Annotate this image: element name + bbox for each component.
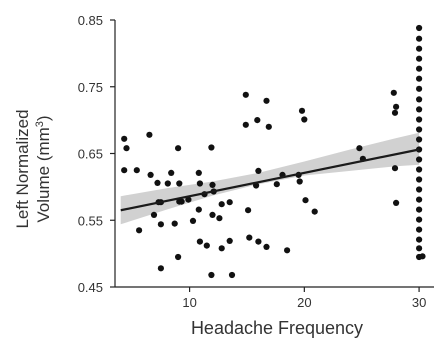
data-point-37 <box>227 238 233 244</box>
y-axis-title-line2: Volume (mm3) <box>34 115 53 222</box>
data-point-85 <box>416 207 422 213</box>
data-point-20 <box>175 254 181 260</box>
data-point-49 <box>266 124 272 130</box>
data-point-25 <box>196 207 202 213</box>
data-point-22 <box>190 218 196 224</box>
data-point-40 <box>243 92 249 98</box>
y-tick-label: 0.45 <box>78 280 103 295</box>
data-point-72 <box>416 76 422 82</box>
data-point-26 <box>197 239 203 245</box>
data-point-58 <box>302 197 308 203</box>
data-point-4 <box>136 227 142 233</box>
data-point-69 <box>416 46 422 52</box>
y-axis-title-close: ) <box>34 115 53 121</box>
data-point-59 <box>312 209 318 215</box>
data-point-51 <box>274 181 280 187</box>
x-tick-label: 30 <box>412 295 426 310</box>
x-tick-label: 20 <box>297 295 311 310</box>
data-point-63 <box>393 104 399 110</box>
data-point-60 <box>356 145 362 151</box>
data-point-17 <box>176 180 182 186</box>
x-axis-title: Headache Frequency <box>191 318 363 338</box>
data-point-23 <box>196 170 202 176</box>
data-point-3 <box>134 167 140 173</box>
data-point-87 <box>416 227 422 233</box>
data-point-44 <box>254 117 260 123</box>
data-point-19 <box>179 199 185 205</box>
data-point-42 <box>245 207 251 213</box>
data-point-67 <box>416 25 422 31</box>
data-point-30 <box>209 182 215 188</box>
data-point-11 <box>158 221 164 227</box>
y-tick-label: 0.85 <box>78 13 103 28</box>
data-point-71 <box>416 66 422 72</box>
data-point-32 <box>209 212 215 218</box>
data-point-13 <box>165 180 171 186</box>
data-point-41 <box>243 122 249 128</box>
y-tick-label: 0.55 <box>78 213 103 228</box>
data-point-0 <box>121 136 127 142</box>
data-point-43 <box>246 235 252 241</box>
data-point-39 <box>229 272 235 278</box>
data-point-6 <box>148 172 154 178</box>
y-tick-label: 0.65 <box>78 147 103 162</box>
data-point-89 <box>416 245 422 251</box>
data-point-75 <box>416 106 422 112</box>
data-point-74 <box>416 96 422 102</box>
y-tick-label: 0.75 <box>78 80 103 95</box>
data-point-65 <box>392 165 398 171</box>
data-point-5 <box>146 132 152 138</box>
data-point-84 <box>416 197 422 203</box>
data-point-73 <box>416 86 422 92</box>
data-point-8 <box>154 180 160 186</box>
data-point-14 <box>168 170 174 176</box>
data-point-28 <box>204 243 210 249</box>
data-point-68 <box>416 36 422 42</box>
data-point-62 <box>391 90 397 96</box>
data-point-77 <box>416 126 422 132</box>
y-axis-title-line1: Left Normalized <box>13 109 32 228</box>
data-point-50 <box>263 244 269 250</box>
data-point-15 <box>172 221 178 227</box>
data-point-2 <box>121 167 127 173</box>
y-axis-title-unit: Volume (mm <box>34 127 53 222</box>
data-point-88 <box>416 237 422 243</box>
data-point-66 <box>393 200 399 206</box>
data-point-16 <box>175 145 181 151</box>
data-point-55 <box>297 178 303 184</box>
data-point-33 <box>208 272 214 278</box>
data-point-56 <box>299 108 305 114</box>
data-point-91 <box>419 253 425 259</box>
data-point-12 <box>158 265 164 271</box>
data-point-80 <box>416 156 422 162</box>
data-point-45 <box>255 168 261 174</box>
data-point-34 <box>219 201 225 207</box>
data-point-81 <box>416 166 422 172</box>
data-point-64 <box>392 110 398 116</box>
data-point-53 <box>284 247 290 253</box>
data-point-48 <box>263 98 269 104</box>
data-point-36 <box>219 245 225 251</box>
data-point-83 <box>416 186 422 192</box>
x-tick-label: 10 <box>182 295 196 310</box>
data-point-78 <box>416 136 422 142</box>
data-point-35 <box>216 215 222 221</box>
data-point-76 <box>416 116 422 122</box>
data-point-24 <box>197 180 203 186</box>
data-point-38 <box>227 199 233 205</box>
data-point-82 <box>416 176 422 182</box>
data-point-29 <box>208 144 214 150</box>
data-point-1 <box>123 145 129 151</box>
data-point-47 <box>255 239 261 245</box>
data-point-86 <box>416 217 422 223</box>
data-point-7 <box>151 212 157 218</box>
data-point-70 <box>416 56 422 62</box>
data-point-57 <box>301 116 307 122</box>
